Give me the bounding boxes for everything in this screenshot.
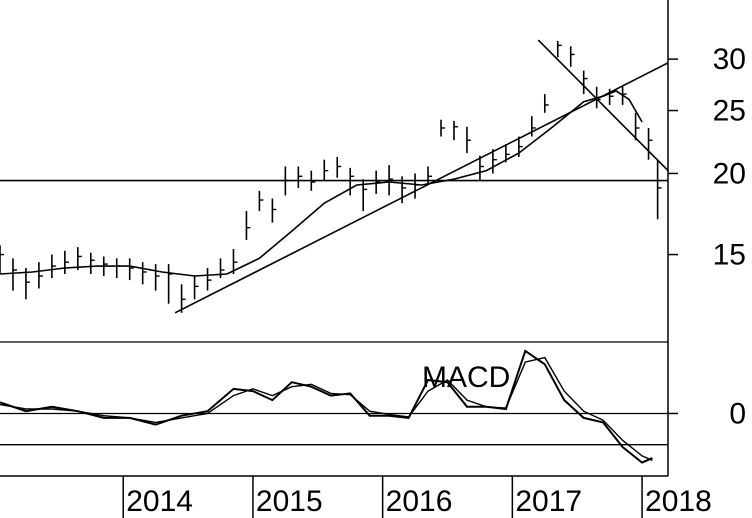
ticks: 0 15 20 25 30 2014 2015 2016 2017 2018 — [122, 43, 746, 518]
axes — [0, 0, 669, 477]
price-trendline-down — [537, 39, 669, 172]
time-tick-label: 2015 — [256, 485, 323, 518]
price-y-tick-label: 25 — [713, 95, 746, 128]
macd-y-tick-label: 0 — [729, 397, 746, 430]
time-tick-label: 2016 — [386, 485, 453, 518]
price-moving-average — [0, 89, 643, 277]
price-trendline-up — [174, 62, 669, 314]
time-tick-label: 2014 — [126, 485, 193, 518]
macd-annotation: MACD — [422, 361, 510, 394]
price-y-tick-label: 30 — [713, 43, 746, 76]
price-y-tick-label: 20 — [713, 157, 746, 190]
price-y-tick-label: 15 — [713, 239, 746, 272]
time-tick-label: 2017 — [515, 485, 582, 518]
macd-panel — [0, 349, 668, 464]
time-tick-label: 2018 — [645, 485, 712, 518]
macd-signal — [0, 356, 653, 462]
price-panel — [0, 39, 669, 314]
